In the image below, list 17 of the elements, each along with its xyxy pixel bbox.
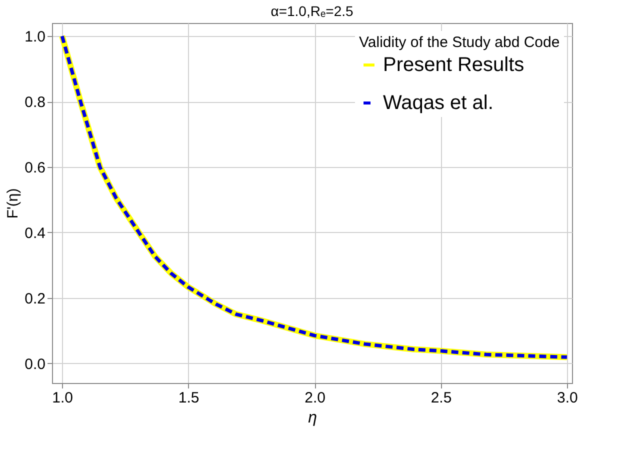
legend-label: Present Results — [383, 54, 524, 76]
legend-title: Validity of the Study abd Code — [359, 34, 560, 51]
y-axis-title: F'(η) — [4, 188, 22, 219]
y-tick-label: 0.2 — [24, 290, 46, 308]
x-tick-label: 1.5 — [178, 390, 200, 406]
x-tick-label: 2.5 — [430, 390, 452, 406]
chart-title: α=1.0,Rₑ=2.5 — [270, 3, 354, 19]
y-tick-label: 0.0 — [24, 356, 46, 373]
x-tick-label: 2.0 — [304, 390, 326, 406]
y-tick-label: 1.0 — [24, 28, 46, 46]
x-tick-label: 1.0 — [52, 390, 74, 406]
x-tick-label: 3.0 — [557, 390, 578, 406]
y-tick-label: 0.8 — [24, 94, 46, 112]
legend-label: Waqas et al. — [383, 92, 494, 114]
y-tick-label: 0.6 — [24, 160, 46, 176]
y-tick-label: 0.4 — [24, 224, 46, 242]
x-axis-title: η — [308, 410, 318, 426]
